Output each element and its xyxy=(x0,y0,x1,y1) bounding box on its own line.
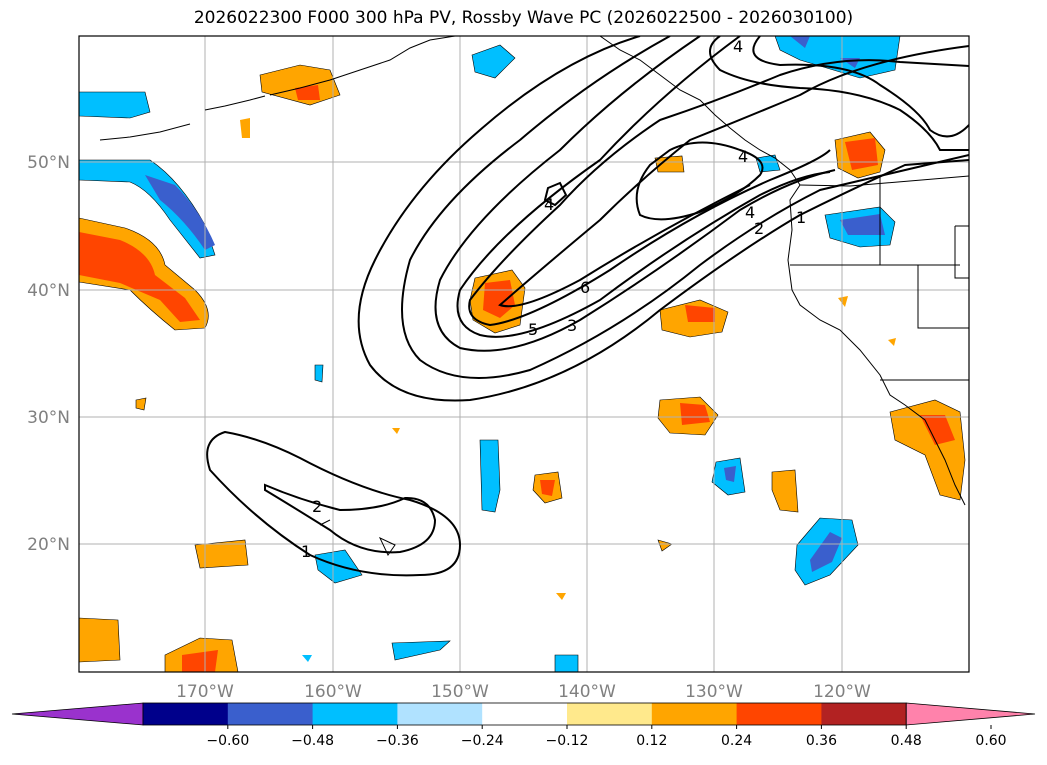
colorbar-tick-label: −0.36 xyxy=(376,733,419,749)
colorbar-tick-label: 0.48 xyxy=(891,733,922,749)
lat-label: 50°N xyxy=(27,153,70,173)
lon-label: 130°W xyxy=(685,682,743,702)
lat-label: 30°N xyxy=(27,408,70,428)
contour-label: 4 xyxy=(745,203,755,222)
colorbar-segment xyxy=(312,703,398,725)
coastlines xyxy=(99,36,969,556)
positive-anomaly-areas xyxy=(79,64,966,672)
colorbar: −0.60 −0.48 −0.36 −0.24 −0.12 0.12 0.24 0.36 0.4… xyxy=(11,702,1036,749)
lon-label: 160°W xyxy=(304,682,362,702)
graticule xyxy=(79,36,969,672)
contour-label: 6 xyxy=(580,278,590,297)
lon-label: 140°W xyxy=(558,682,616,702)
lon-label: 150°W xyxy=(431,682,489,702)
colorbar-segment xyxy=(482,703,568,725)
colorbar-tick-label: −0.48 xyxy=(291,733,334,749)
map-title: 2026022300 F000 300 hPa PV, Rossby Wave … xyxy=(193,8,854,28)
map-background xyxy=(79,36,969,672)
contour-label: 1 xyxy=(301,542,311,561)
contour-label: 4 xyxy=(733,37,743,56)
colorbar-tick-label: 0.36 xyxy=(806,733,837,749)
lat-label: 20°N xyxy=(27,535,70,555)
colorbar-segment xyxy=(651,703,738,725)
contour-label: 5 xyxy=(528,320,538,339)
contour-labels: 4 4 4 4 6 5 3 2 1 2 1 xyxy=(301,37,806,561)
contour-label: 4 xyxy=(544,195,554,214)
colorbar-tick-label: 0.24 xyxy=(721,733,752,749)
colorbar-extend-low xyxy=(11,702,144,726)
contour-label: 2 xyxy=(312,497,322,516)
contour-label: 1 xyxy=(796,208,806,227)
longitude-labels: 170°W 160°W 150°W 140°W 130°W 120°W xyxy=(176,682,871,702)
colorbar-tick-label: −0.24 xyxy=(461,733,504,749)
colorbar-segment xyxy=(227,703,314,725)
contour-label: 4 xyxy=(738,147,748,166)
colorbar-frame xyxy=(142,702,907,726)
colorbar-segment xyxy=(736,703,822,725)
latitude-labels: 50°N 40°N 30°N 20°N xyxy=(27,153,70,555)
contour-label: 3 xyxy=(567,316,577,335)
colorbar-segment xyxy=(567,703,653,725)
colorbar-tick-label: 0.60 xyxy=(975,733,1006,749)
colorbar-segment xyxy=(397,703,483,725)
lon-label: 170°W xyxy=(176,682,234,702)
contour-label: 2 xyxy=(754,219,764,238)
colorbar-extend-high xyxy=(905,702,1036,726)
lat-label: 40°N xyxy=(27,281,70,301)
pv-contours xyxy=(206,36,969,577)
colorbar-tick-label: −0.12 xyxy=(546,733,589,749)
colorbar-tick-label: −0.60 xyxy=(206,733,249,749)
colorbar-segment xyxy=(821,703,907,725)
colorbar-tick-label: 0.12 xyxy=(636,733,667,749)
lon-label: 120°W xyxy=(813,682,871,702)
colorbar-segment xyxy=(143,703,229,725)
map-frame xyxy=(78,35,970,673)
